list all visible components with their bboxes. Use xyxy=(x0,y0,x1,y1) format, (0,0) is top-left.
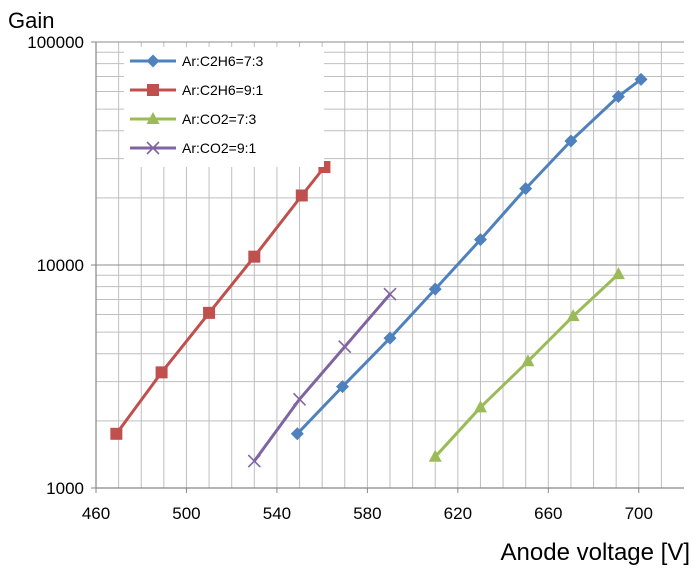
data-point xyxy=(473,233,487,247)
data-point xyxy=(338,340,352,354)
legend-label: Ar:C2H6=9:1 xyxy=(182,82,264,98)
data-point xyxy=(383,331,397,345)
x-tick-label: 700 xyxy=(625,504,653,523)
data-point xyxy=(247,454,261,468)
data-point xyxy=(473,400,487,413)
data-point xyxy=(295,189,308,202)
series-4 xyxy=(247,287,397,468)
data-point xyxy=(521,354,535,367)
legend-item: Ar:CO2=9:1 xyxy=(130,140,257,156)
x-tick-label: 460 xyxy=(82,504,110,523)
legend-label: Ar:CO2=9:1 xyxy=(182,140,257,156)
data-point xyxy=(146,141,160,155)
y-tick-label: 1000 xyxy=(46,479,84,498)
data-point xyxy=(146,54,160,68)
legend-item: Ar:C2H6=7:3 xyxy=(130,53,264,69)
legend-item: Ar:C2H6=9:1 xyxy=(130,82,264,98)
axes: 460 500 540 580 620 660 700 1000 10000 100000 xyxy=(27,33,684,523)
data-point xyxy=(248,250,261,263)
data-point xyxy=(147,84,159,96)
data-point xyxy=(566,309,580,322)
x-axis-title: Anode voltage [V] xyxy=(501,539,690,566)
marker-stroke xyxy=(247,454,261,468)
legend-label: Ar:CO2=7:3 xyxy=(182,111,257,127)
x-tick-label: 580 xyxy=(353,504,381,523)
legend: Ar:C2H6=7:3 Ar:C2H6=9:1 Ar:CO2=7:3 Ar:CO2=9… xyxy=(124,47,324,167)
x-tick-label: 620 xyxy=(444,504,472,523)
marker-stroke xyxy=(146,141,160,155)
x-tick-label: 500 xyxy=(172,504,200,523)
series-3 xyxy=(428,267,625,462)
data-point xyxy=(146,112,160,124)
x-tick-label: 660 xyxy=(534,504,562,523)
data-point xyxy=(110,427,123,440)
data-point xyxy=(203,306,216,319)
data-point xyxy=(611,267,625,280)
data-point xyxy=(519,182,533,196)
data-point xyxy=(290,427,304,441)
marker-stroke xyxy=(338,340,352,354)
series xyxy=(110,72,648,468)
x-tick-label: 540 xyxy=(263,504,291,523)
data-point xyxy=(292,392,307,406)
marker-stroke xyxy=(292,392,307,406)
y-tick-label: 10000 xyxy=(37,256,84,275)
data-point xyxy=(428,282,442,296)
series-line xyxy=(253,293,392,462)
data-point xyxy=(564,134,578,148)
data-point xyxy=(634,72,648,86)
series-1 xyxy=(290,72,648,441)
data-point xyxy=(336,380,350,394)
y-axis-title: Gain xyxy=(8,8,54,33)
legend-label: Ar:C2H6=7:3 xyxy=(182,53,264,69)
y-tick-label: 100000 xyxy=(27,33,84,52)
data-point xyxy=(155,366,168,379)
legend-item: Ar:CO2=7:3 xyxy=(130,111,257,127)
data-point xyxy=(428,449,442,462)
data-point xyxy=(383,287,397,301)
data-point xyxy=(611,89,625,103)
marker-stroke xyxy=(383,287,397,301)
